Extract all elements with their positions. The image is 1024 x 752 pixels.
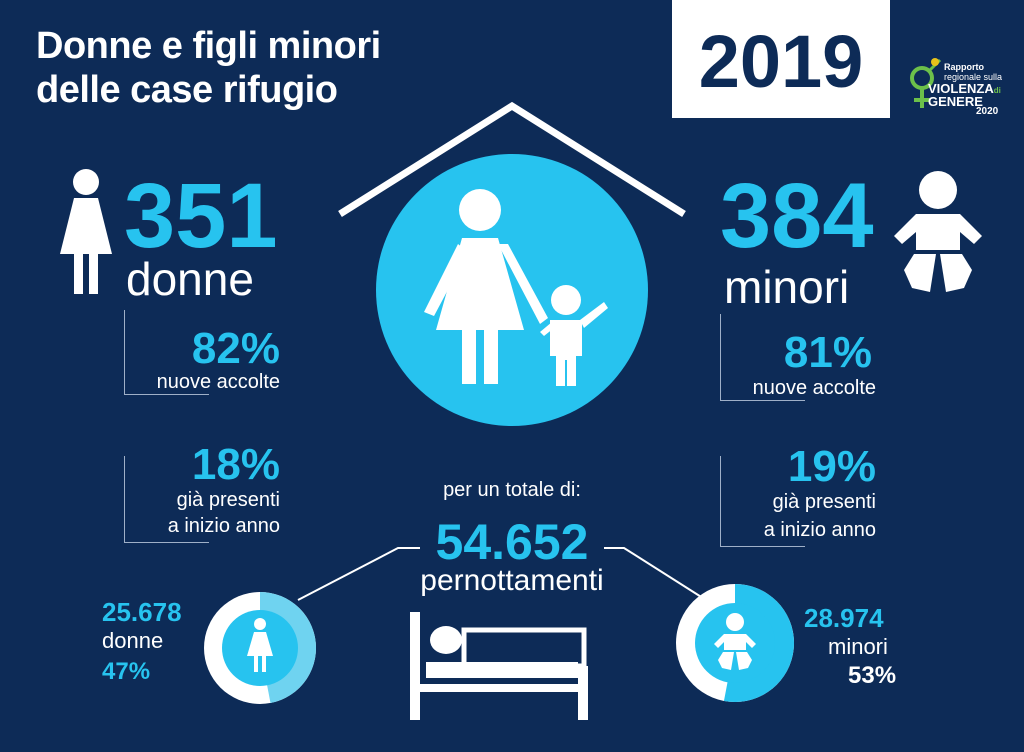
- women-count: 351: [124, 165, 278, 267]
- women-nights-label: donne: [102, 628, 164, 653]
- bed-icon: [410, 612, 588, 720]
- logo-line-2: regionale sulla: [944, 72, 1003, 82]
- woman-small-icon: [247, 618, 273, 672]
- minors-label: minori: [724, 261, 850, 313]
- minors-new-pct: 81%: [783, 328, 872, 377]
- women-nights-value: 25.678: [102, 597, 182, 627]
- women-nights-donut: [204, 592, 316, 704]
- page-title: Donne e figli minori delle case rifugio: [36, 24, 381, 112]
- logo-line-3b: di: [993, 86, 1001, 95]
- logo-line-4: GENERE: [928, 94, 983, 109]
- minors-new-bracket: [720, 314, 805, 401]
- minors-present-label-1: già presenti: [772, 491, 876, 513]
- women-new-label: nuove accolte: [156, 371, 280, 393]
- minors-count: 384: [720, 165, 874, 267]
- minors-nights-donut: [676, 584, 794, 702]
- mother-icon: [424, 189, 548, 384]
- year-box: [672, 0, 890, 118]
- minors-nights-label: minori: [828, 634, 888, 659]
- minors-nights-pct: 53%: [848, 662, 897, 689]
- house-roof: [338, 101, 686, 217]
- year-label: 2019: [698, 20, 864, 103]
- women-new-pct: 82%: [191, 324, 280, 373]
- women-present-label-1: già presenti: [176, 489, 280, 511]
- baby-icon: [894, 171, 982, 292]
- women-nights-pct: 47%: [102, 658, 151, 685]
- child-icon: [540, 285, 608, 386]
- minors-present-label-2: a inizio anno: [763, 519, 876, 541]
- minors-present-pct: 19%: [787, 442, 876, 491]
- women-present-label-2: a inizio anno: [167, 515, 280, 537]
- baby-small-icon: [714, 613, 756, 670]
- women-present-bracket: [124, 456, 209, 543]
- women-new-bracket: [124, 310, 209, 395]
- total-label: pernottamenti: [420, 564, 604, 597]
- women-present-pct: 18%: [191, 440, 280, 489]
- logo-line-1: Rapporto: [944, 62, 984, 72]
- minors-new-label: nuove accolte: [752, 377, 876, 399]
- gender-symbol-icon: [910, 58, 942, 108]
- women-label: donne: [126, 253, 254, 305]
- total-value: 54.652: [435, 514, 589, 570]
- minors-present-bracket: [720, 456, 805, 547]
- mother-child-circle: [376, 154, 648, 426]
- logo-line-5: 2020: [976, 106, 999, 117]
- woman-icon: [60, 169, 112, 294]
- title-line-2: delle case rifugio: [36, 69, 338, 111]
- report-logo: Rapporto regionale sulla VIOLENZAdi GENE…: [904, 52, 1014, 118]
- total-intro: per un totale di:: [443, 479, 581, 501]
- title-line-1: Donne e figli minori: [36, 25, 381, 67]
- logo-line-3: VIOLENZA: [928, 81, 994, 96]
- minors-nights-value: 28.974: [804, 603, 884, 633]
